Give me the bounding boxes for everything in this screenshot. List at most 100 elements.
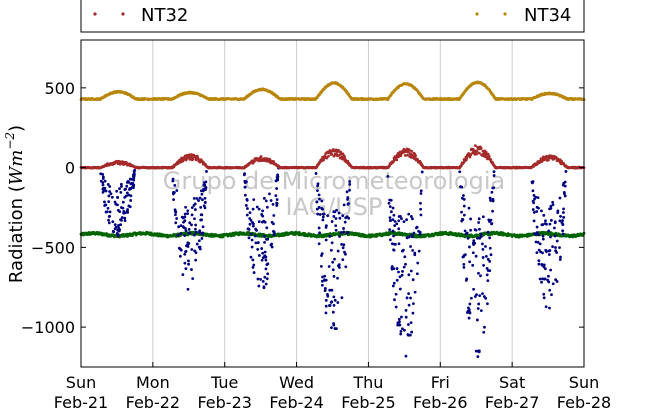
series-point-2 <box>386 174 390 178</box>
series-point-2 <box>183 234 187 237</box>
series-point-2 <box>200 218 204 222</box>
series-point-2 <box>129 194 133 198</box>
series-point-2 <box>537 262 541 266</box>
series-point-2 <box>562 191 566 194</box>
series-point-2 <box>467 306 470 310</box>
series-point-2 <box>332 322 335 325</box>
series-point-2 <box>397 219 401 223</box>
series-point-2 <box>186 212 190 216</box>
series-point-2 <box>549 235 552 239</box>
series-point-2 <box>251 258 255 262</box>
x-tick-day: Wed <box>279 373 314 392</box>
series-point-2 <box>330 220 334 223</box>
y-tick-label: 0 <box>65 159 75 178</box>
series-point-2 <box>531 189 535 193</box>
series-point-2 <box>407 235 411 239</box>
series-point-2 <box>462 263 466 266</box>
x-tick-day: Mon <box>136 373 170 392</box>
series-point-2 <box>251 221 254 224</box>
series-point-2 <box>533 232 537 236</box>
series-point-2 <box>491 186 495 190</box>
series-point-2 <box>204 186 208 190</box>
series-point-2 <box>462 255 466 258</box>
series-point-2 <box>203 206 207 210</box>
series-point-2 <box>108 185 112 188</box>
series-point-2 <box>128 177 132 181</box>
series-point-2 <box>409 215 413 218</box>
series-point-2 <box>187 227 191 231</box>
series-point-2 <box>324 225 328 229</box>
series-point-2 <box>468 245 471 249</box>
series-point-2 <box>332 295 336 299</box>
series-point-2 <box>265 277 269 281</box>
series-point-2 <box>245 180 248 184</box>
series-point-2 <box>471 251 475 255</box>
x-tick-day: Sun <box>569 373 599 392</box>
series-point-2 <box>107 200 111 204</box>
series-point-2 <box>110 195 114 199</box>
series-point-2 <box>559 215 562 218</box>
series-point-2 <box>549 204 553 208</box>
x-tick-day: Tue <box>210 373 238 392</box>
series-point-2 <box>116 196 120 199</box>
series-point-2 <box>275 204 279 207</box>
series-point-2 <box>326 214 330 218</box>
series-point-2 <box>553 226 556 230</box>
series-point-2 <box>544 248 548 252</box>
series-point-2 <box>469 296 473 300</box>
series-point-2 <box>392 213 396 217</box>
series-point-2 <box>262 286 266 290</box>
y-tick-label: −1000 <box>21 318 75 337</box>
series-point-2 <box>324 238 328 242</box>
series-point-2 <box>190 268 193 271</box>
series-point-2 <box>336 301 340 304</box>
series-point-2 <box>127 180 131 184</box>
series-point-2 <box>268 192 271 196</box>
series-point-2 <box>124 187 127 191</box>
series-point-2 <box>542 265 546 269</box>
series-point-2 <box>252 198 256 202</box>
series-point-2 <box>336 276 339 280</box>
series-point-2 <box>549 218 553 222</box>
series-point-2 <box>390 210 393 214</box>
series-point-2 <box>317 193 321 197</box>
series-point-2 <box>344 216 348 220</box>
legend-marker-nt32 <box>121 12 125 16</box>
series-point-2 <box>260 247 264 250</box>
series-point-2 <box>490 222 493 226</box>
series-point-2 <box>558 258 562 261</box>
series-point-2 <box>324 311 328 315</box>
series-point-2 <box>257 254 261 257</box>
series-point-2 <box>482 264 485 267</box>
series-point-2 <box>419 207 422 211</box>
series-point-2 <box>537 206 540 210</box>
series-point-2 <box>420 170 424 174</box>
series-point-2 <box>107 221 111 225</box>
series-point-2 <box>336 249 340 253</box>
series-point-2 <box>263 254 267 258</box>
series-point-2 <box>197 199 200 203</box>
series-point-2 <box>410 233 414 237</box>
series-point-nt32 <box>341 152 345 156</box>
series-point-2 <box>391 284 395 288</box>
series-point-2 <box>395 222 399 226</box>
series-point-2 <box>561 222 565 226</box>
series-point-2 <box>337 211 341 215</box>
series-point-2 <box>462 266 466 269</box>
series-point-2 <box>272 214 276 217</box>
series-point-2 <box>534 240 538 244</box>
series-point-2 <box>107 194 111 198</box>
series-point-2 <box>491 199 495 203</box>
series-point-2 <box>257 207 261 211</box>
series-point-2 <box>474 254 478 258</box>
series-point-nt32 <box>414 154 417 158</box>
series-point-2 <box>486 230 490 234</box>
series-point-2 <box>247 227 251 231</box>
x-tick-date: Feb-22 <box>126 393 180 409</box>
series-point-2 <box>412 302 415 306</box>
series-point-2 <box>243 185 247 189</box>
series-point-2 <box>407 212 411 216</box>
series-point-nt32 <box>272 160 276 163</box>
series-point-2 <box>247 236 251 240</box>
